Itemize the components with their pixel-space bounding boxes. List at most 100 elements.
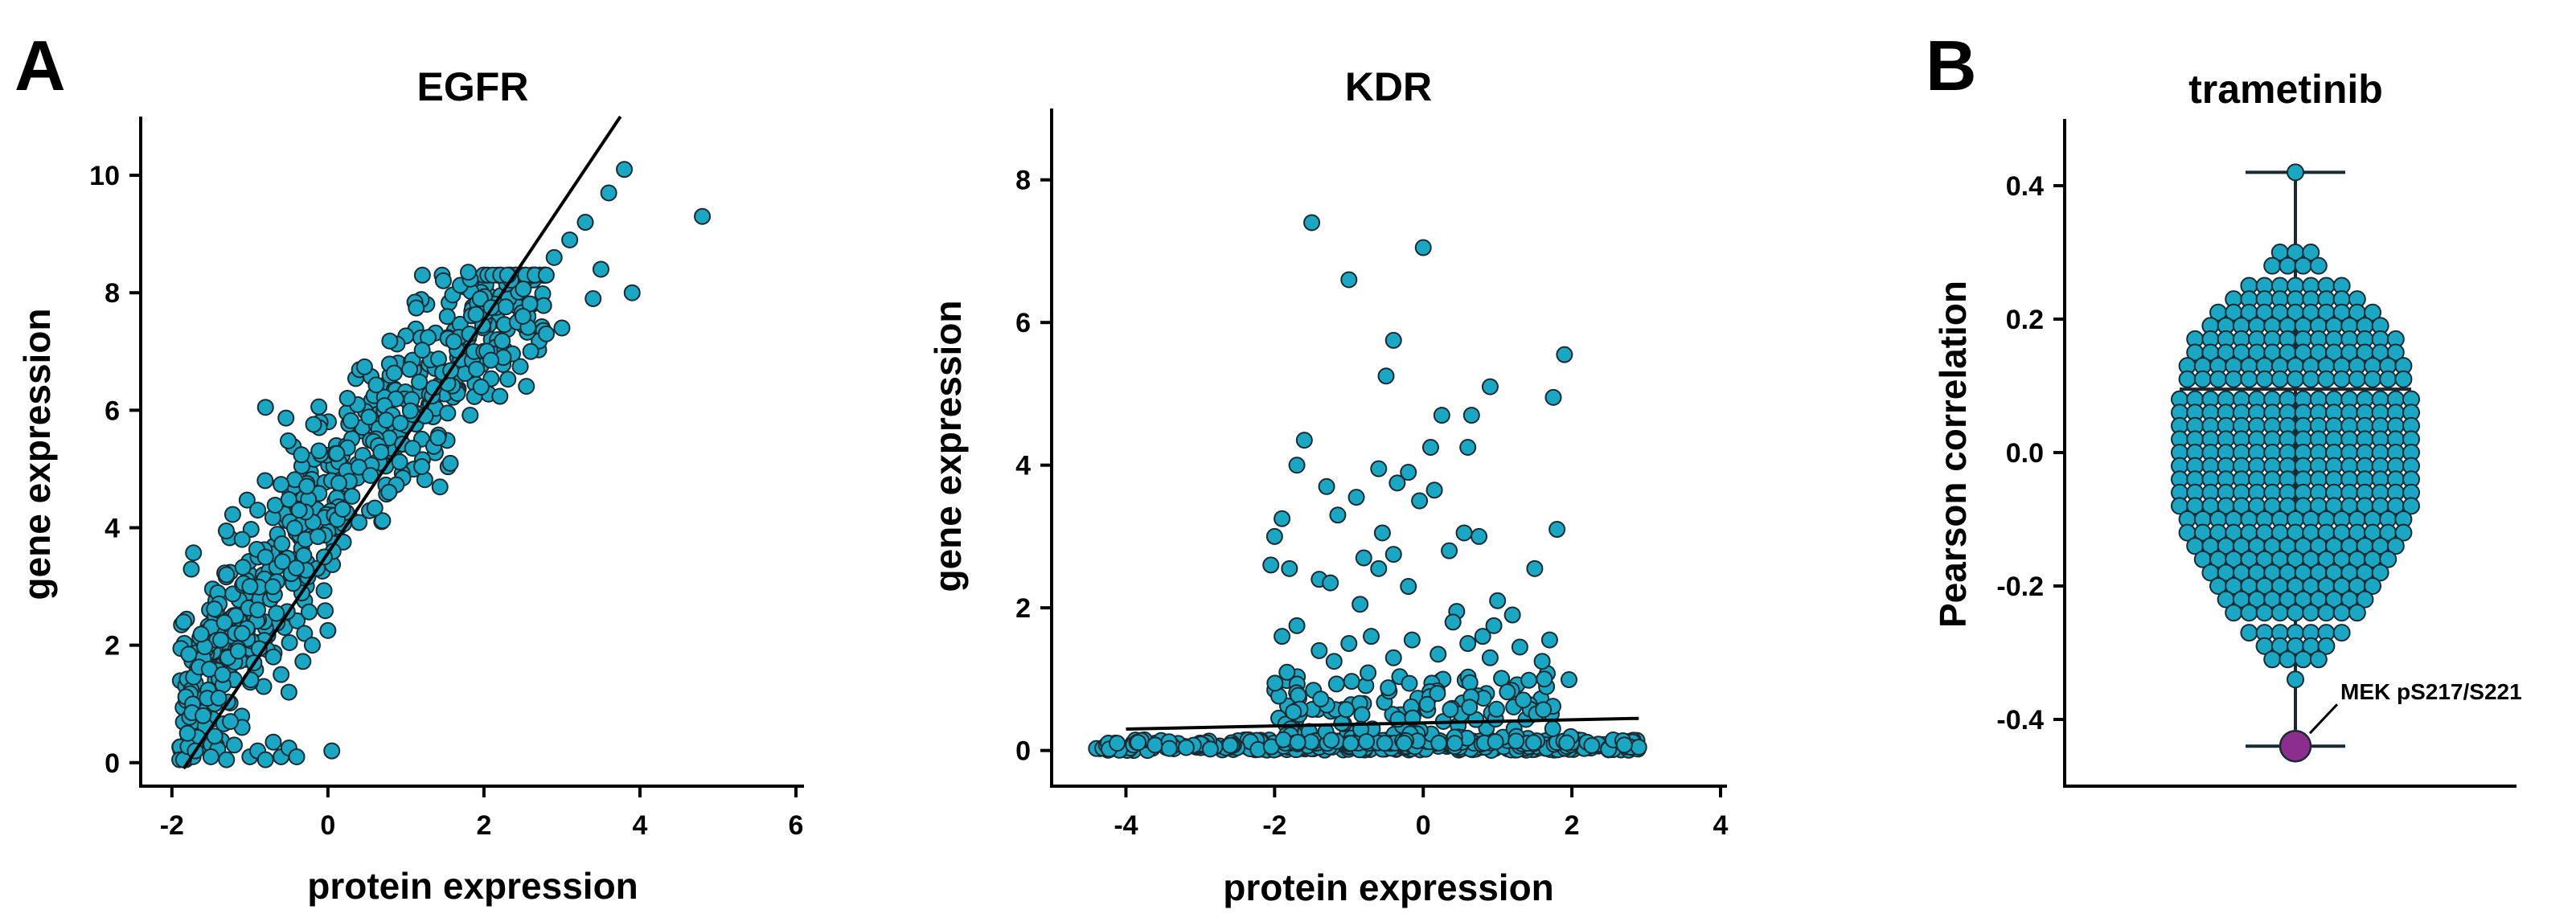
egfr-data-point: [366, 499, 384, 517]
kdr-data-point: [1511, 638, 1528, 656]
egfr-data-point: [218, 566, 236, 584]
egfr-x-tick-label: 4: [632, 810, 647, 841]
trametinib-data-point: [2309, 256, 2328, 275]
egfr-data-point: [385, 364, 403, 382]
egfr-data-point: [280, 683, 297, 701]
kdr-points: [1088, 214, 1647, 760]
egfr-data-point: [310, 398, 328, 416]
kdr-y-tick-label: 2: [1015, 593, 1031, 624]
egfr-data-point: [616, 161, 634, 178]
trametinib-data-point: [2379, 550, 2398, 568]
egfr-y-tick-label: 6: [105, 395, 120, 426]
kdr-data-point: [1130, 734, 1147, 752]
kdr-data-point: [1288, 617, 1306, 634]
kdr-data-point: [1474, 628, 1491, 645]
kdr-y-tick-label: 4: [1015, 451, 1031, 481]
egfr-data-point: [233, 625, 251, 642]
egfr-data-point: [441, 454, 459, 472]
egfr-data-point: [300, 603, 318, 621]
egfr-data-point: [497, 298, 515, 316]
kdr-data-point: [1290, 686, 1307, 704]
kdr-data-point: [1403, 631, 1421, 649]
egfr-data-point: [309, 528, 326, 546]
egfr-data-point: [294, 653, 312, 670]
trametinib-data-point: [2317, 370, 2336, 388]
kdr-data-point: [1444, 613, 1462, 631]
trametinib-y-tick-label: 0.0: [2006, 438, 2044, 469]
egfr-data-point: [229, 642, 247, 660]
egfr-data-point: [438, 308, 456, 326]
egfr-data-point: [185, 544, 203, 562]
egfr-data-point: [256, 751, 274, 768]
kdr-data-point: [1503, 606, 1521, 624]
kdr-data-point: [1325, 653, 1343, 670]
egfr-data-point: [537, 266, 555, 284]
egfr-data-point: [305, 416, 322, 433]
egfr-data-point: [211, 631, 229, 649]
egfr-data-point: [277, 409, 295, 427]
trametinib-data-point: [2317, 604, 2336, 622]
trametinib-chart-title: trametinib: [2188, 67, 2383, 112]
egfr-data-point: [343, 487, 361, 505]
egfr-data-point: [280, 490, 297, 508]
trametinib-data-point: [2270, 370, 2289, 388]
trametinib-data-point: [2394, 523, 2413, 542]
trametinib-data-point: [2332, 370, 2351, 388]
egfr-data-point: [592, 260, 609, 278]
kdr-data-point: [1524, 734, 1542, 752]
panel-letter-b: B: [1926, 26, 1977, 105]
egfr-x-axis-label: protein expression: [307, 865, 638, 907]
panel-letter-a: A: [14, 26, 66, 105]
egfr-data-point: [467, 305, 485, 323]
kdr-data-point: [1353, 706, 1371, 723]
kdr-data-point: [1373, 524, 1391, 542]
trametinib-data-point: [2255, 370, 2274, 388]
kdr-data-point: [1489, 592, 1507, 609]
egfr-data-point: [315, 582, 333, 600]
egfr-data-point: [338, 389, 356, 407]
kdr-data-point: [1376, 735, 1393, 752]
kdr-data-point: [1342, 735, 1360, 752]
kdr-data-point: [1630, 738, 1647, 756]
kdr-data-point: [1418, 695, 1436, 713]
kdr-data-point: [1370, 559, 1388, 577]
kdr-data-point: [1281, 559, 1298, 577]
kdr-data-point: [1615, 736, 1633, 754]
kdr-data-point: [1487, 733, 1504, 751]
egfr-data-point: [342, 412, 359, 429]
egfr-data-point: [482, 351, 500, 369]
egfr-data-point: [360, 408, 378, 426]
egfr-data-point: [445, 333, 462, 350]
egfr-data-point: [351, 514, 368, 531]
trametinib-data-point: [2379, 370, 2398, 388]
egfr-data-point: [372, 443, 390, 461]
kdr-data-point: [1507, 732, 1525, 750]
kdr-x-axis-label: protein expression: [1223, 867, 1554, 908]
egfr-data-point: [472, 378, 490, 395]
egfr-data-point: [265, 648, 282, 666]
kdr-data-point: [1471, 527, 1488, 545]
egfr-data-point: [233, 531, 251, 548]
kdr-data-point: [1322, 574, 1339, 592]
egfr-data-point: [218, 751, 236, 768]
kdr-data-point: [1266, 674, 1284, 692]
egfr-data-point: [288, 748, 306, 765]
egfr-data-point: [623, 284, 641, 301]
kdr-data-point: [1109, 735, 1126, 752]
kdr-data-point: [1535, 701, 1553, 719]
egfr-data-point: [238, 491, 256, 509]
trametinib-y-tick-label: 0.2: [2006, 305, 2044, 335]
egfr-data-point: [515, 280, 532, 297]
kdr-data-point: [1265, 527, 1283, 545]
trametinib-data-point: [2302, 244, 2320, 261]
kdr-data-point: [1442, 701, 1459, 719]
egfr-data-point: [367, 376, 385, 394]
egfr-data-point: [499, 371, 517, 388]
egfr-data-point: [202, 748, 219, 765]
trametinib-y-tick-label: -0.2: [1996, 572, 2044, 602]
trametinib-data-point: [2348, 370, 2366, 388]
kdr-data-point: [1343, 673, 1360, 690]
egfr-y-tick-label: 2: [105, 631, 120, 662]
trametinib-data-point: [2225, 370, 2243, 388]
kdr-data-point: [1146, 736, 1164, 754]
